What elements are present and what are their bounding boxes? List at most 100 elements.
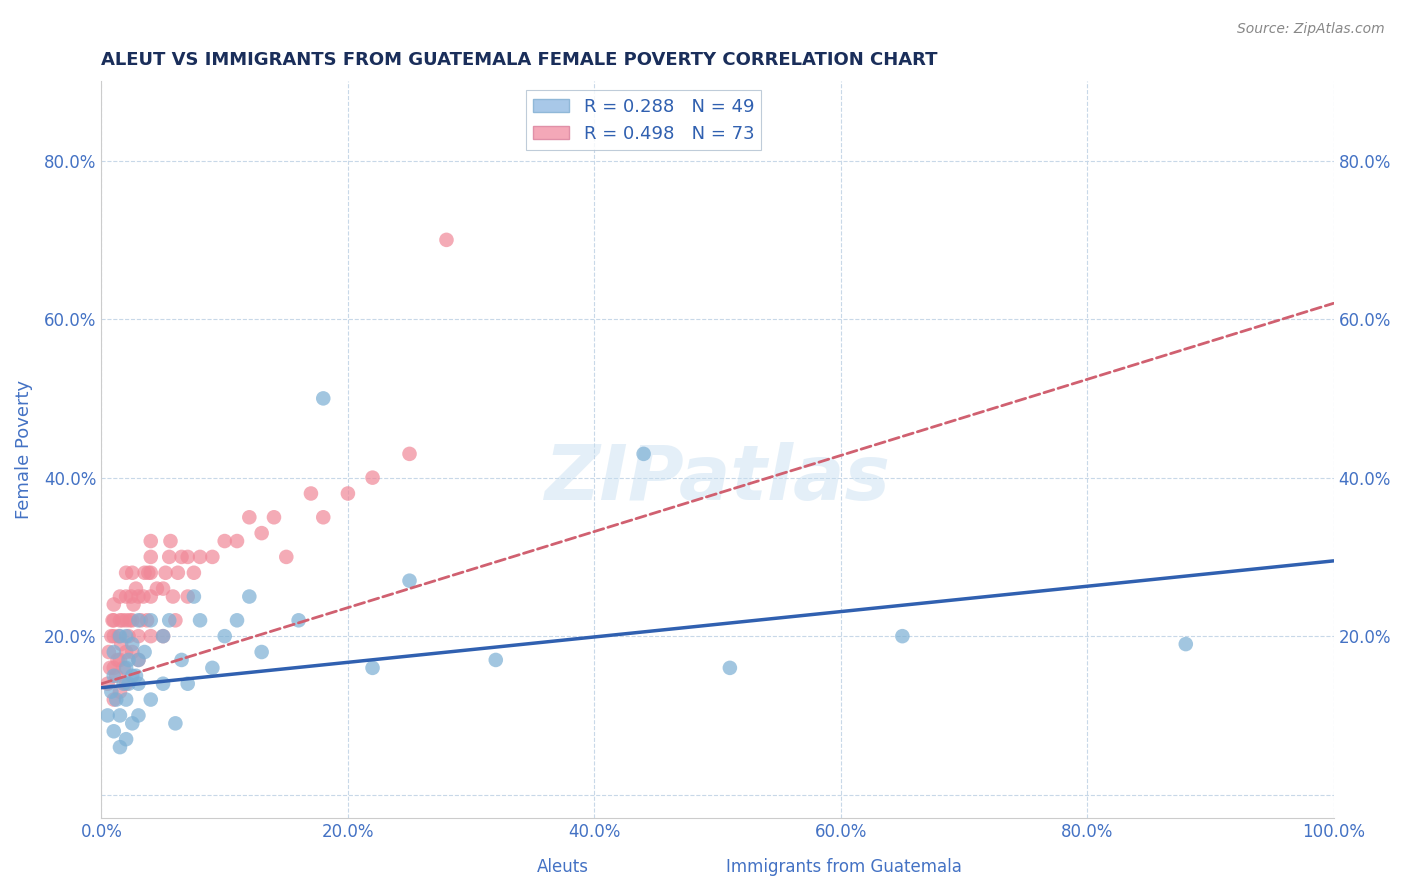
- Point: [152, 629, 174, 643]
- Point: [115, 692, 138, 706]
- Point: [121, 613, 143, 627]
- Point: [103, 661, 125, 675]
- Point: [299, 486, 322, 500]
- Point: [127, 613, 149, 627]
- Point: [103, 724, 125, 739]
- Point: [226, 534, 249, 549]
- Point: [121, 716, 143, 731]
- Point: [139, 629, 162, 643]
- Point: [170, 653, 193, 667]
- Point: [201, 549, 224, 564]
- Text: Aleuts: Aleuts: [537, 858, 588, 876]
- Point: [105, 692, 128, 706]
- Point: [127, 676, 149, 690]
- Point: [117, 629, 139, 643]
- Point: [110, 637, 132, 651]
- Point: [132, 590, 155, 604]
- Point: [112, 661, 135, 675]
- Point: [125, 582, 148, 596]
- Point: [139, 692, 162, 706]
- Point: [214, 629, 236, 643]
- Text: ALEUT VS IMMIGRANTS FROM GUATEMALA FEMALE POVERTY CORRELATION CHART: ALEUT VS IMMIGRANTS FROM GUATEMALA FEMAL…: [101, 51, 938, 69]
- Point: [97, 708, 120, 723]
- Point: [152, 582, 174, 596]
- Point: [139, 566, 162, 580]
- Point: [188, 549, 211, 564]
- Point: [238, 510, 260, 524]
- Point: [398, 447, 420, 461]
- Point: [167, 566, 190, 580]
- Point: [134, 645, 156, 659]
- Point: [152, 629, 174, 643]
- Point: [108, 629, 131, 643]
- Legend: R = 0.288   N = 49, R = 0.498   N = 73: R = 0.288 N = 49, R = 0.498 N = 73: [526, 90, 762, 150]
- Point: [127, 708, 149, 723]
- Point: [100, 684, 122, 698]
- Point: [115, 645, 138, 659]
- Point: [108, 684, 131, 698]
- Text: Source: ZipAtlas.com: Source: ZipAtlas.com: [1237, 22, 1385, 37]
- Point: [129, 613, 152, 627]
- Point: [105, 669, 128, 683]
- Point: [146, 582, 169, 596]
- Point: [170, 549, 193, 564]
- Point: [1174, 637, 1197, 651]
- Point: [108, 613, 131, 627]
- Point: [336, 486, 359, 500]
- Point: [398, 574, 420, 588]
- Point: [718, 661, 741, 675]
- Point: [115, 661, 138, 675]
- Point: [111, 613, 134, 627]
- Point: [183, 590, 205, 604]
- Point: [250, 526, 273, 541]
- Point: [103, 613, 125, 627]
- Point: [115, 676, 138, 690]
- Point: [121, 566, 143, 580]
- Point: [139, 613, 162, 627]
- Point: [127, 590, 149, 604]
- Y-axis label: Female Poverty: Female Poverty: [15, 380, 32, 519]
- Point: [115, 629, 138, 643]
- Point: [361, 470, 384, 484]
- Point: [127, 653, 149, 667]
- Point: [287, 613, 309, 627]
- Point: [201, 661, 224, 675]
- Point: [891, 629, 914, 643]
- Point: [121, 637, 143, 651]
- Point: [108, 590, 131, 604]
- Point: [118, 613, 141, 627]
- Point: [134, 566, 156, 580]
- Point: [127, 629, 149, 643]
- Point: [108, 653, 131, 667]
- Point: [103, 692, 125, 706]
- Point: [436, 233, 458, 247]
- Point: [117, 653, 139, 667]
- Point: [276, 549, 298, 564]
- Point: [136, 613, 159, 627]
- Point: [136, 566, 159, 580]
- Point: [139, 549, 162, 564]
- Point: [121, 669, 143, 683]
- Point: [127, 653, 149, 667]
- Point: [214, 534, 236, 549]
- Point: [250, 645, 273, 659]
- Point: [97, 645, 120, 659]
- Point: [177, 590, 200, 604]
- Point: [125, 669, 148, 683]
- Point: [263, 510, 285, 524]
- Point: [120, 590, 142, 604]
- Text: Immigrants from Guatemala: Immigrants from Guatemala: [725, 858, 962, 876]
- Point: [485, 653, 508, 667]
- Point: [103, 645, 125, 659]
- Point: [117, 676, 139, 690]
- Point: [165, 613, 187, 627]
- Point: [115, 732, 138, 747]
- Point: [115, 590, 138, 604]
- Point: [152, 676, 174, 690]
- Point: [115, 566, 138, 580]
- Point: [101, 613, 124, 627]
- Point: [112, 676, 135, 690]
- Point: [155, 566, 177, 580]
- Point: [183, 566, 205, 580]
- Point: [238, 590, 260, 604]
